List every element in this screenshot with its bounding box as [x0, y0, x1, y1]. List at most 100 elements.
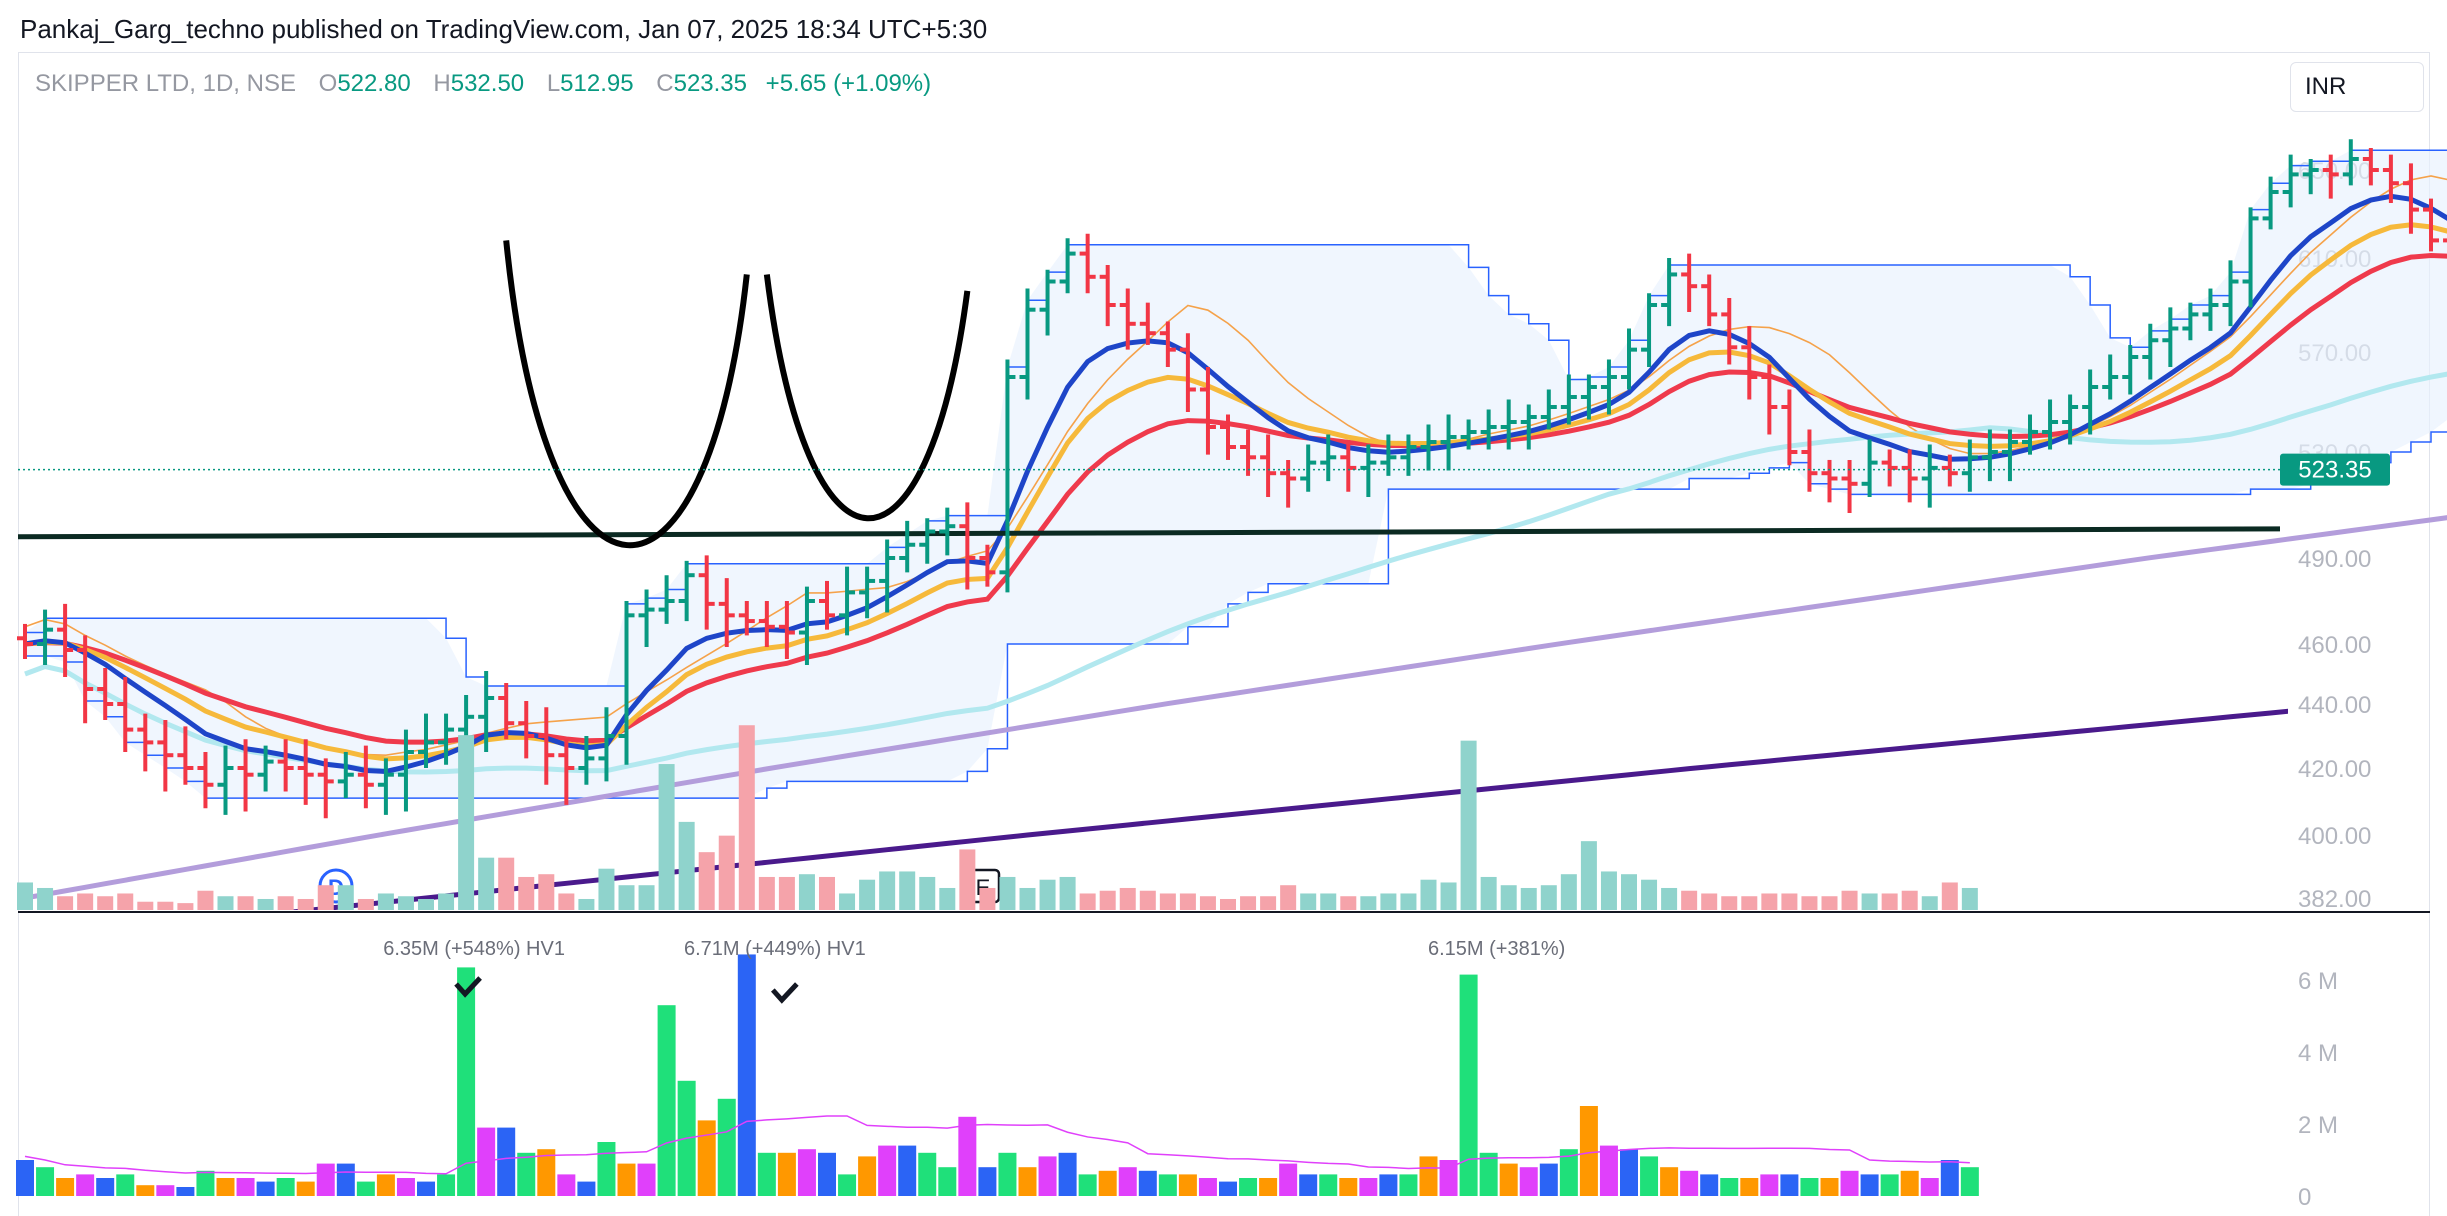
volume-overlay-bar	[1861, 893, 1878, 910]
ohlc-bar	[899, 520, 916, 573]
ohlc-bar	[317, 758, 334, 819]
volume-overlay-bar	[1961, 887, 1978, 910]
volume-overlay-bar	[979, 887, 996, 910]
volume-bar	[557, 1174, 576, 1196]
ohlc-bar	[37, 609, 54, 665]
volume-overlay-bar	[538, 874, 555, 910]
ohlc-bar	[2022, 414, 2038, 455]
ohlc-bar	[1300, 444, 1317, 492]
volume-overlay-bar	[1901, 890, 1918, 910]
volume-overlay-bar	[778, 876, 795, 910]
volume-overlay-bar	[1661, 887, 1678, 910]
volume-bar	[1399, 1174, 1418, 1196]
volume-bar	[1299, 1174, 1318, 1196]
ohlc-bar	[297, 739, 314, 805]
volume-bar	[376, 1174, 395, 1196]
volume-overlay-bar	[1139, 890, 1156, 910]
volume-overlay-bar	[1320, 893, 1337, 910]
ohlc-bar	[1641, 293, 1658, 367]
volume-overlay-bar	[1380, 893, 1397, 910]
volume-overlay-bar	[1821, 896, 1838, 910]
ohlc-bar	[859, 566, 876, 619]
volume-overlay-bar	[1781, 893, 1798, 910]
volume-bar	[1920, 1178, 1939, 1196]
symbol-label[interactable]: SKIPPER LTD, 1D, NSE	[35, 70, 296, 97]
volume-overlay-bar	[1400, 893, 1417, 910]
volume-overlay-bar	[157, 901, 174, 910]
volume-overlay-bar	[1280, 885, 1297, 910]
volume-bar	[136, 1185, 155, 1196]
volume-tick-label: 6 M	[2298, 968, 2338, 995]
ohlc-bar	[778, 601, 795, 659]
volume-overlay-bar	[1300, 893, 1317, 910]
ohlc-bar	[2282, 154, 2299, 208]
volume-overlay-bar	[819, 876, 835, 910]
ohlc-bar	[2162, 307, 2179, 367]
ohlc-bar	[197, 752, 214, 809]
volume-bar	[1539, 1163, 1558, 1196]
volume-overlay-bar	[1761, 893, 1778, 910]
volume-overlay-bar	[197, 890, 214, 910]
volume-overlay-bar	[1500, 885, 1517, 910]
ohlc-bar	[1560, 374, 1577, 425]
volume-overlay-bar	[1741, 896, 1758, 910]
volume-bar	[1519, 1167, 1538, 1196]
volume-bar	[316, 1163, 335, 1196]
volume-bar	[1559, 1149, 1578, 1196]
ohlc-bar	[1360, 444, 1377, 498]
ohlc-bar	[117, 677, 134, 752]
volume-overlay-bar	[939, 887, 956, 910]
volume-overlay-bar	[1480, 876, 1497, 910]
volume-bar	[1740, 1178, 1759, 1196]
ohlc-bar	[598, 707, 615, 782]
volume-overlay-bar	[237, 896, 254, 910]
ohlc-bar	[1420, 424, 1437, 471]
ohlc-bar	[1540, 389, 1557, 430]
ohlc-bar	[2142, 323, 2159, 380]
ohlc-bar	[798, 586, 815, 665]
volume-bar	[1319, 1174, 1338, 1196]
ohlc-bar	[1139, 302, 1156, 345]
volume-bar	[457, 967, 476, 1196]
volume-overlay-bar	[1119, 887, 1136, 910]
volume-bar	[717, 1098, 736, 1196]
volume-overlay-bar	[458, 735, 475, 910]
volume-bar	[1339, 1178, 1358, 1196]
volume-overlay-bar	[397, 896, 414, 910]
ohlc-bar	[2342, 139, 2359, 186]
volume-bar	[36, 1167, 55, 1196]
support-trendline	[17, 526, 2281, 540]
volume-bar	[1279, 1163, 1298, 1196]
volume-overlay-bar	[37, 887, 54, 910]
currency-selector[interactable]: INR	[2290, 62, 2424, 112]
volume-bar	[1479, 1152, 1498, 1196]
volume-bar	[1860, 1174, 1879, 1196]
ohlc-bar	[257, 745, 274, 792]
volume-bar	[1579, 1106, 1598, 1196]
volume-bar	[1620, 1149, 1638, 1196]
ohlc-bar	[618, 601, 635, 765]
volume-overlay-bar	[1019, 887, 1036, 910]
ohlc-bar	[2001, 429, 2018, 482]
ohlc-bar	[57, 603, 74, 677]
ohlc-bar	[1921, 444, 1938, 508]
ohlc-bar	[1099, 265, 1116, 327]
ohlc-bar	[1480, 409, 1497, 450]
volume-overlay-bar	[618, 885, 635, 910]
volume-overlay-bar	[1841, 890, 1858, 910]
ohlc-bar	[1460, 419, 1477, 450]
volume-ma-line	[24, 1115, 1970, 1175]
volume-bar	[356, 1181, 375, 1196]
volume-overlay-bar	[738, 725, 755, 910]
ohlc-bar	[1961, 439, 1978, 492]
ohlc-bar	[177, 726, 194, 785]
volume-bar	[276, 1178, 295, 1196]
high-value: 532.50	[450, 70, 525, 97]
volume-bar	[176, 1187, 195, 1196]
volume-overlay-bar	[598, 868, 615, 910]
ohlc-bar	[478, 671, 495, 752]
ohlc-bar	[1781, 389, 1798, 466]
price-tick-label: 382.00	[2298, 886, 2371, 913]
change-value: +5.65 (+1.09%)	[765, 70, 932, 97]
